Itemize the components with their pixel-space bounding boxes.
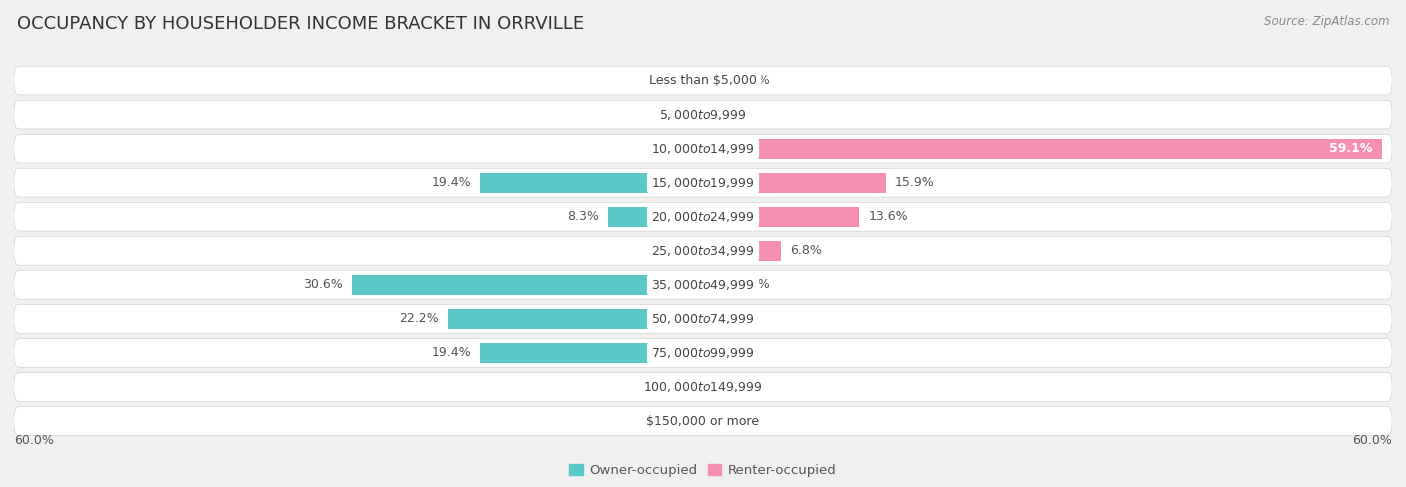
- Bar: [481, 173, 703, 192]
- Text: $100,000 to $149,999: $100,000 to $149,999: [644, 380, 762, 394]
- Bar: [703, 207, 859, 226]
- Text: 0.0%: 0.0%: [654, 380, 686, 393]
- Text: 13.6%: 13.6%: [869, 210, 908, 223]
- Text: $75,000 to $99,999: $75,000 to $99,999: [651, 346, 755, 360]
- Text: $20,000 to $24,999: $20,000 to $24,999: [651, 210, 755, 224]
- Text: 0.0%: 0.0%: [720, 380, 752, 393]
- Text: $150,000 or more: $150,000 or more: [647, 414, 759, 428]
- Bar: [703, 173, 886, 192]
- Text: 0.0%: 0.0%: [654, 108, 686, 121]
- Text: 8.3%: 8.3%: [567, 210, 599, 223]
- Legend: Owner-occupied, Renter-occupied: Owner-occupied, Renter-occupied: [564, 459, 842, 483]
- Bar: [703, 275, 730, 295]
- Text: 22.2%: 22.2%: [399, 312, 439, 325]
- Text: 19.4%: 19.4%: [432, 176, 471, 189]
- Bar: [607, 207, 703, 226]
- Text: 19.4%: 19.4%: [432, 346, 471, 359]
- Bar: [481, 343, 703, 363]
- Text: 0.0%: 0.0%: [720, 312, 752, 325]
- FancyBboxPatch shape: [14, 203, 1392, 231]
- FancyBboxPatch shape: [14, 169, 1392, 197]
- Text: 15.9%: 15.9%: [894, 176, 935, 189]
- Bar: [703, 241, 782, 261]
- Text: 6.8%: 6.8%: [790, 244, 823, 257]
- Text: 60.0%: 60.0%: [14, 434, 53, 447]
- Bar: [449, 309, 703, 329]
- Text: 0.0%: 0.0%: [654, 74, 686, 87]
- FancyBboxPatch shape: [14, 237, 1392, 265]
- Text: Less than $5,000: Less than $5,000: [650, 74, 756, 87]
- Text: 0.0%: 0.0%: [654, 142, 686, 155]
- Text: $35,000 to $49,999: $35,000 to $49,999: [651, 278, 755, 292]
- Text: 2.3%: 2.3%: [738, 279, 770, 291]
- FancyBboxPatch shape: [14, 338, 1392, 367]
- FancyBboxPatch shape: [14, 304, 1392, 333]
- Text: 59.1%: 59.1%: [1329, 142, 1372, 155]
- FancyBboxPatch shape: [14, 407, 1392, 435]
- Text: $15,000 to $19,999: $15,000 to $19,999: [651, 176, 755, 190]
- Text: 2.3%: 2.3%: [738, 74, 770, 87]
- Text: 30.6%: 30.6%: [302, 279, 343, 291]
- FancyBboxPatch shape: [14, 134, 1392, 163]
- Bar: [703, 139, 1382, 159]
- FancyBboxPatch shape: [14, 271, 1392, 299]
- Text: 0.0%: 0.0%: [720, 108, 752, 121]
- Text: 0.0%: 0.0%: [654, 244, 686, 257]
- Text: $50,000 to $74,999: $50,000 to $74,999: [651, 312, 755, 326]
- Text: OCCUPANCY BY HOUSEHOLDER INCOME BRACKET IN ORRVILLE: OCCUPANCY BY HOUSEHOLDER INCOME BRACKET …: [17, 15, 583, 33]
- FancyBboxPatch shape: [14, 373, 1392, 401]
- Text: 0.0%: 0.0%: [720, 346, 752, 359]
- Text: $10,000 to $14,999: $10,000 to $14,999: [651, 142, 755, 156]
- Text: $5,000 to $9,999: $5,000 to $9,999: [659, 108, 747, 122]
- Text: 0.0%: 0.0%: [720, 414, 752, 428]
- Text: $25,000 to $34,999: $25,000 to $34,999: [651, 244, 755, 258]
- FancyBboxPatch shape: [14, 100, 1392, 129]
- FancyBboxPatch shape: [14, 66, 1392, 95]
- Text: 60.0%: 60.0%: [1353, 434, 1392, 447]
- Text: 0.0%: 0.0%: [654, 414, 686, 428]
- Bar: [352, 275, 703, 295]
- Bar: [703, 71, 730, 91]
- Text: Source: ZipAtlas.com: Source: ZipAtlas.com: [1264, 15, 1389, 28]
